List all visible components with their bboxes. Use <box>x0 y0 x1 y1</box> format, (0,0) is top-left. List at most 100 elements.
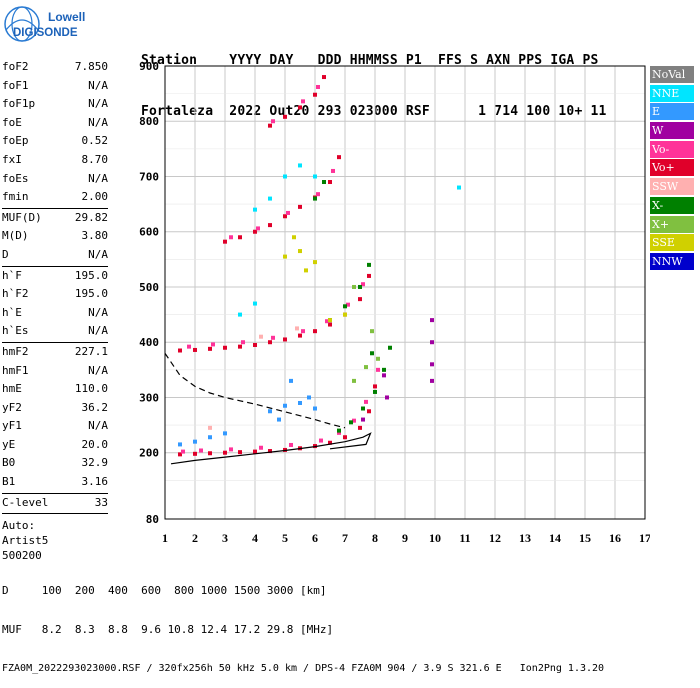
param-group-virtual-heights: h`F 195.0 h`F2 195.0 h`E N/A h`Es N/A <box>2 267 108 341</box>
footer-file-info: FZA0M_2022293023000.RSF / 320fx256h 50 k… <box>2 663 605 674</box>
echo-point <box>382 373 386 378</box>
echo-point <box>208 435 212 440</box>
echo-point <box>283 174 287 179</box>
param-value: N/A <box>88 247 108 261</box>
param-value: 32.9 <box>81 456 109 470</box>
legend-item: X+ <box>650 215 694 233</box>
echo-point <box>268 449 272 454</box>
param-label: foF1 <box>2 78 29 92</box>
param-label: fmin <box>2 190 29 204</box>
param-label: h`F <box>2 268 22 282</box>
logo-line2: DIGISONDE <box>13 27 78 39</box>
param-row-critical: fmin 2.00 <box>2 188 108 207</box>
echo-point <box>304 268 308 273</box>
y-tick-label: 900 <box>139 60 159 73</box>
echo-point <box>337 430 341 435</box>
legend-item: NNE <box>650 84 694 102</box>
echo-point <box>358 297 362 302</box>
echo-point <box>343 435 347 440</box>
param-label: foEs <box>2 171 29 185</box>
echo-point <box>313 260 317 265</box>
plot-frame <box>164 65 646 520</box>
echo-point <box>322 180 326 185</box>
echo-point <box>316 84 320 89</box>
param-value: 3.16 <box>81 475 109 489</box>
param-value: N/A <box>88 363 108 377</box>
echo-point <box>193 439 197 444</box>
echo-point <box>193 347 197 352</box>
param-label: C-level <box>2 495 49 509</box>
echo-point <box>373 384 377 389</box>
series-e <box>178 378 317 447</box>
echo-point <box>199 448 203 453</box>
param-row-profile: yF1 N/A <box>2 417 108 436</box>
echo-point <box>223 239 227 244</box>
param-row-profile: B0 32.9 <box>2 454 108 473</box>
echo-point <box>253 342 257 347</box>
echo-point <box>328 322 332 327</box>
echo-point <box>358 425 362 430</box>
footer: D 100 200 400 600 800 1000 1500 3000 [km… <box>2 558 604 688</box>
param-row-critical: foF1 N/A <box>2 77 108 96</box>
echo-point <box>208 346 212 351</box>
series-x- <box>313 180 392 433</box>
echo-point <box>382 367 386 372</box>
echo-point <box>322 75 326 80</box>
param-value: N/A <box>88 324 108 338</box>
param-label: foF2 <box>2 60 29 73</box>
echo-point <box>298 333 302 338</box>
param-value: 2.00 <box>81 190 109 204</box>
param-row-critical: foEp 0.52 <box>2 132 108 151</box>
param-row-height: h`F2 195.0 <box>2 285 108 304</box>
echo-point <box>238 235 242 240</box>
parameter-panel: foF2 7.850 foF1 N/A foF1p N/A foE N/A foEp 0.52 fx… <box>2 58 108 563</box>
echo-point <box>223 431 227 436</box>
x-tick-label: 14 <box>549 531 561 545</box>
echo-point <box>259 334 263 339</box>
param-value: 195.0 <box>74 287 108 301</box>
echo-point <box>364 365 368 370</box>
x-tick-label: 16 <box>609 531 621 545</box>
param-label: h`F2 <box>2 287 29 301</box>
echo-point <box>298 249 302 254</box>
echo-point <box>313 92 317 97</box>
echo-point <box>361 282 365 287</box>
param-row-critical: fxI 8.70 <box>2 151 108 170</box>
chart-marks <box>178 75 461 457</box>
param-row-muf: M(D) 3.80 <box>2 227 108 246</box>
y-tick-label: 800 <box>139 115 159 128</box>
echo-point <box>193 451 197 456</box>
x-tick-label: 9 <box>402 531 408 545</box>
param-row-clevel: C-level 33 <box>2 494 108 513</box>
series-x- <box>352 284 380 383</box>
echo-point <box>352 418 356 423</box>
legend-item: Vo- <box>650 140 694 158</box>
param-value: 7.850 <box>74 60 108 73</box>
echo-point <box>343 304 347 309</box>
echo-point <box>283 337 287 342</box>
digisonde-logo: Lowell DIGISONDE <box>4 6 85 42</box>
series-w <box>361 318 434 422</box>
echo-point <box>328 318 332 323</box>
auto-artist: Artist5 <box>2 534 49 548</box>
echo-point <box>328 440 332 445</box>
param-value: N/A <box>88 171 108 185</box>
echo-point <box>430 362 434 367</box>
echo-point <box>298 163 302 168</box>
param-label: yF1 <box>2 419 22 433</box>
echo-point <box>178 442 182 447</box>
param-row-muf: D N/A <box>2 246 108 265</box>
separator <box>2 341 108 343</box>
param-value: 110.0 <box>74 382 108 396</box>
echo-point <box>208 451 212 456</box>
echo-point <box>313 196 317 201</box>
param-group-profile: hmF2 227.1 hmF1 N/A hmE 110.0 yF2 36.2 yF1 N/A yE 2… <box>2 343 108 492</box>
echo-point <box>211 342 215 347</box>
param-row-profile: B1 3.16 <box>2 473 108 492</box>
echo-point <box>364 399 368 404</box>
param-value: 29.82 <box>74 210 108 224</box>
echo-point <box>229 235 233 240</box>
y-tick-label: 200 <box>139 447 159 460</box>
echo-point <box>430 340 434 345</box>
param-label: h`E <box>2 305 22 319</box>
